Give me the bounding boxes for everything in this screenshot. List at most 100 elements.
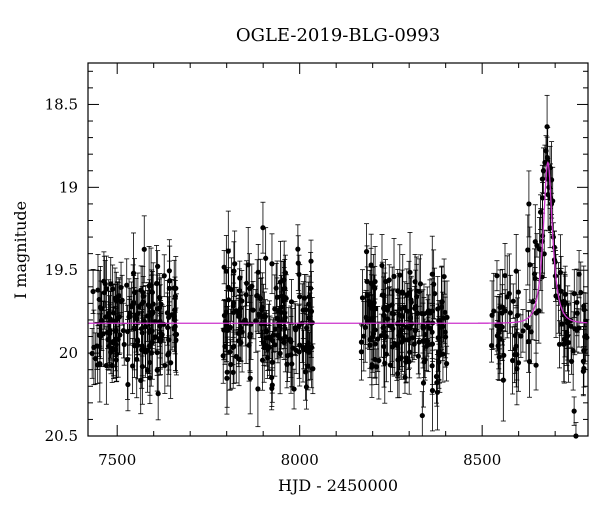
data-point [371,300,377,306]
data-point [533,310,539,316]
data-point [101,278,107,284]
data-point [443,361,450,367]
data-point [173,331,180,337]
data-point [297,294,303,300]
data-point [367,337,373,343]
data-point [135,310,141,317]
data-point [154,349,160,356]
data-point [227,324,233,330]
data-point [534,242,540,248]
data-point [269,374,275,381]
axis-ticks: 7500 8000 8500 18.5 19 19.5 20 20.5 [45,63,588,469]
data-point [141,246,147,252]
data-point [106,343,112,349]
data-point [223,268,229,274]
data-point [169,312,175,318]
data-point [400,290,406,296]
data-point [568,358,575,364]
data-point [425,341,431,348]
data-point [110,340,117,346]
data-point [389,323,395,329]
data-point [527,262,533,268]
data-point [407,315,413,321]
data-point [436,348,443,355]
data-point [539,274,545,280]
data-point [507,310,513,316]
data-point [436,359,442,365]
data-point [171,326,177,332]
data-point [378,333,384,339]
data-point [358,349,365,355]
data-point [402,374,408,380]
data-point [108,281,114,287]
data-point [256,312,262,319]
data-point [583,333,589,339]
data-point [510,298,516,304]
data-point [136,304,142,310]
data-point [547,225,553,231]
data-point [278,336,284,342]
data-point [435,306,441,312]
chart-title: OGLE-2019-BLG-0993 [236,25,440,46]
data-point [225,248,231,254]
data-point [289,361,295,367]
data-point [236,356,242,362]
data-point [581,348,587,354]
x-tick-label: 8500 [463,451,501,469]
data-point [417,281,424,287]
data-point [161,273,167,279]
data-point [387,362,393,368]
data-point [152,334,158,340]
data-point [265,355,271,361]
data-point [263,255,269,261]
data-point [91,344,97,350]
data-point [260,313,267,320]
data-point [281,318,288,324]
data-point [277,279,284,285]
data-point [301,295,308,301]
data-point [220,353,226,359]
data-point [149,328,155,334]
data-point [230,369,236,375]
data-point [250,307,256,313]
data-point [564,339,570,345]
data-point [228,286,234,293]
data-point [395,288,401,294]
data-point [147,375,153,381]
data-point [112,295,118,301]
data-point [406,290,412,296]
data-point [269,261,275,267]
data-point [525,338,532,345]
data-point [101,290,107,296]
data-point [421,325,427,331]
data-point [255,386,261,392]
data-point [166,337,172,343]
x-tick-label: 7500 [98,451,136,469]
data-point [420,380,427,386]
data-point [502,272,508,279]
data-point [530,299,536,305]
data-point [497,336,503,342]
data-point [571,291,577,297]
y-tick-label: 20.5 [45,427,78,445]
data-point [491,308,497,314]
data-point [523,322,529,328]
data-point [515,289,521,295]
data-point [273,285,279,291]
data-point [394,341,401,347]
data-point [236,311,242,317]
data-point [501,352,507,358]
data-point [120,327,127,334]
data-point [131,326,137,332]
data-point [424,310,430,316]
data-point [433,373,440,380]
data-point [429,363,435,369]
data-point [415,353,421,359]
y-tick-label: 19.5 [45,261,78,279]
data-point [117,332,123,338]
data-point [131,299,137,306]
data-point [429,271,435,277]
data-point [296,271,302,278]
data-point [228,361,234,368]
data-point [399,339,405,345]
